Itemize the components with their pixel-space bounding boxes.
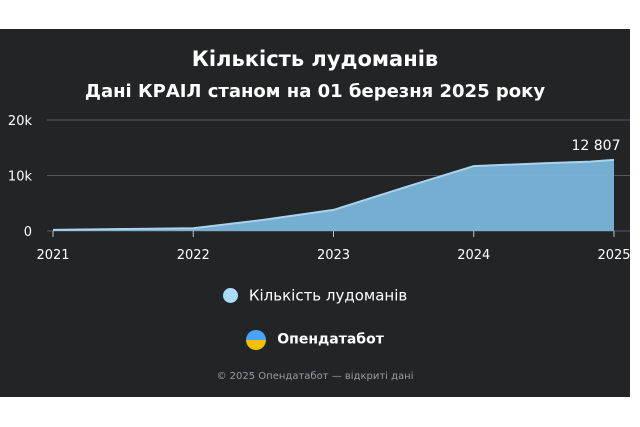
brand: Опендатабот — [0, 329, 630, 350]
chart-subtitle: Дані КРАІЛ станом на 01 березня 2025 рок… — [84, 81, 546, 102]
legend-swatch-icon — [222, 288, 238, 303]
y-axis-ticks: 0 10k 20k — [8, 114, 33, 240]
brand-name: Опендатабот — [277, 331, 384, 348]
x-tick-label: 2021 — [36, 248, 69, 263]
series-area — [52, 158, 615, 231]
series-area-fill — [53, 159, 614, 231]
chart-card: Кількість лудоманів Дані КРАІЛ станом на… — [0, 29, 630, 397]
data-label-last: 12 807 — [572, 138, 621, 154]
chart-title: Кількість лудоманів — [191, 47, 439, 71]
y-tick-label: 0 — [24, 225, 32, 240]
x-tick-label: 2025 — [597, 248, 630, 263]
x-tick-label: 2023 — [317, 248, 350, 263]
x-tick-label: 2022 — [177, 248, 210, 263]
area-chart: 0 10k 20k 2021 2022 2023 2024 2025 12 807 — [8, 114, 630, 263]
legend[interactable]: Кількість лудоманів — [0, 285, 630, 305]
y-tick-label: 20k — [8, 114, 33, 129]
y-tick-label: 10k — [8, 170, 33, 185]
legend-label: Кількість лудоманів — [248, 286, 408, 305]
opendatabot-logo-icon — [246, 329, 267, 350]
x-axis-ticks: 2021 2022 2023 2024 2025 — [36, 231, 630, 263]
footer-credit: © 2025 Опендатабот — відкриті дані — [216, 371, 414, 382]
series-line — [52, 158, 615, 231]
x-tick-label: 2024 — [457, 248, 490, 263]
